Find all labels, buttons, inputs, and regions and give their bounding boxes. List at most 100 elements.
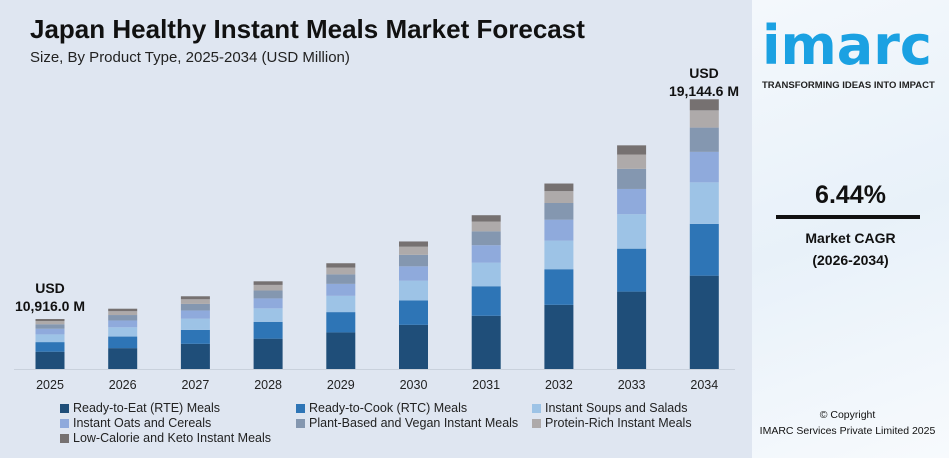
x-tick-label: 2026 <box>109 378 137 392</box>
bar-segment-2030-3 <box>399 266 428 281</box>
bar-segment-2025-1 <box>35 342 65 352</box>
legend-label: Plant-Based and Vegan Instant Meals <box>309 416 519 430</box>
bar-segment-2028-3 <box>253 298 283 309</box>
imarc-logo: imarc <box>762 14 932 77</box>
brand-tagline: TRANSFORMING IDEAS INTO IMPACT <box>762 80 935 91</box>
bar-segment-2034-1 <box>689 223 719 276</box>
legend-item: Protein-Rich Instant Meals <box>532 416 752 431</box>
start-currency: USD <box>35 280 65 296</box>
x-tick-label: 2025 <box>36 378 64 392</box>
bar-segment-2025-4 <box>35 324 65 329</box>
bar-segment-2030-6 <box>399 241 428 247</box>
bar-segment-2033-0 <box>617 291 647 369</box>
bar-segment-2025-2 <box>35 334 65 343</box>
bar-segment-2032-1 <box>544 269 574 305</box>
bar-segment-2033-1 <box>617 248 647 292</box>
bar-segment-2034-2 <box>689 182 719 224</box>
legend-item: Low-Calorie and Keto Instant Meals <box>60 431 296 446</box>
bar-segment-2034-5 <box>689 110 719 128</box>
legend-label: Protein-Rich Instant Meals <box>545 416 692 430</box>
bar-segment-2026-0 <box>108 348 138 369</box>
cagr-divider <box>776 215 920 219</box>
bar-segment-2030-5 <box>399 246 428 255</box>
bar-segment-2034-4 <box>689 127 719 152</box>
bar-segment-2029-2 <box>326 295 356 313</box>
bar-segment-2033-3 <box>617 188 647 215</box>
bar-segment-2033-4 <box>617 168 647 189</box>
end-currency: USD <box>689 65 719 81</box>
x-tick-label: 2030 <box>400 378 428 392</box>
cagr-label: Market CAGR <box>805 230 896 246</box>
bar-segment-2030-2 <box>399 280 428 301</box>
bar-segment-2027-2 <box>180 318 210 330</box>
copyright-line-2: IMARC Services Private Limited 2025 <box>759 425 936 437</box>
bar-segment-2026-1 <box>108 336 138 349</box>
legend-label: Low-Calorie and Keto Instant Meals <box>73 431 272 445</box>
copyright-line-1: © Copyright <box>819 409 876 421</box>
legend-item: Plant-Based and Vegan Instant Meals <box>296 416 532 431</box>
bar-segment-2031-3 <box>471 245 501 263</box>
bar-segment-2027-6 <box>180 296 210 300</box>
legend-item: Ready-to-Eat (RTE) Meals <box>60 401 296 416</box>
start-value-annotation: USD 10,916.0 M <box>8 279 92 315</box>
x-tick-label: 2027 <box>181 378 209 392</box>
bar-segment-2031-4 <box>471 231 501 246</box>
start-value: 10,916.0 M <box>14 298 86 314</box>
bar-segment-2028-0 <box>253 338 283 369</box>
bar-segment-2026-4 <box>108 315 138 321</box>
bar-segment-2032-3 <box>544 219 574 241</box>
bar-segment-2025-6 <box>35 319 65 322</box>
legend-label: Instant Oats and Cereals <box>73 416 212 430</box>
x-tick-label: 2031 <box>472 378 500 392</box>
bar-segment-2033-5 <box>617 154 647 169</box>
bar-segment-2029-0 <box>326 332 356 369</box>
bar-segment-2034-6 <box>689 99 719 111</box>
bar-segment-2032-6 <box>544 183 574 192</box>
x-tick-label: 2034 <box>690 378 718 392</box>
legend-swatch <box>296 404 305 413</box>
legend-label: Ready-to-Eat (RTE) Meals <box>73 401 221 415</box>
legend-swatch <box>532 419 541 428</box>
bar-segment-2026-2 <box>108 327 138 337</box>
legend-item: Instant Oats and Cereals <box>60 416 296 431</box>
bar-segment-2031-6 <box>471 215 501 222</box>
bar-segment-2032-2 <box>544 240 574 270</box>
bar-segment-2029-1 <box>326 312 356 333</box>
info-panel: imarc TRANSFORMING IDEAS INTO IMPACT 6.4… <box>752 0 949 458</box>
bar-segment-2028-2 <box>253 308 283 322</box>
stacked-bar-chart: 2025 2026 2027 2028 2029 2030 2031 2032 2033 2034 <box>14 99 735 392</box>
bar-segment-2028-4 <box>253 290 283 299</box>
bar-segment-2032-0 <box>544 304 574 369</box>
bar-segment-2030-4 <box>399 254 428 267</box>
bar-segment-2034-0 <box>689 275 719 369</box>
bar-segment-2025-0 <box>35 351 65 369</box>
bar-segment-2033-2 <box>617 214 647 249</box>
end-value: 19,144.6 M <box>668 83 740 99</box>
bar-segment-2025-3 <box>35 328 65 335</box>
bar-segment-2030-0 <box>399 324 428 369</box>
bar-segment-2031-2 <box>471 262 501 287</box>
cagr-period: (2026-2034) <box>812 252 889 268</box>
bar-segment-2027-5 <box>180 299 210 304</box>
bar-segment-2032-5 <box>544 191 574 203</box>
x-tick-label: 2028 <box>254 378 282 392</box>
bar-segment-2034-3 <box>689 151 719 183</box>
bar-segment-2031-5 <box>471 221 501 232</box>
legend-label: Ready-to-Cook (RTC) Meals <box>309 401 468 415</box>
bar-segment-2031-1 <box>471 286 501 316</box>
legend-swatch <box>60 434 69 443</box>
bar-segment-2032-4 <box>544 202 574 220</box>
bar-segment-2033-6 <box>617 145 647 155</box>
bar-segment-2029-6 <box>326 263 356 268</box>
chart-title: Japan Healthy Instant Meals Market Forec… <box>30 14 585 44</box>
legend-swatch <box>60 404 69 413</box>
bar-segment-2028-5 <box>253 284 283 291</box>
bar-segment-2027-0 <box>180 343 210 369</box>
bar-segment-2026-3 <box>108 320 138 328</box>
x-tick-label: 2032 <box>545 378 573 392</box>
bar-segment-2030-1 <box>399 300 428 325</box>
bar-segment-2027-3 <box>180 310 210 319</box>
legend-label: Instant Soups and Salads <box>545 401 688 415</box>
bar-segment-2025-5 <box>35 321 65 325</box>
bar-segment-2027-1 <box>180 329 210 344</box>
